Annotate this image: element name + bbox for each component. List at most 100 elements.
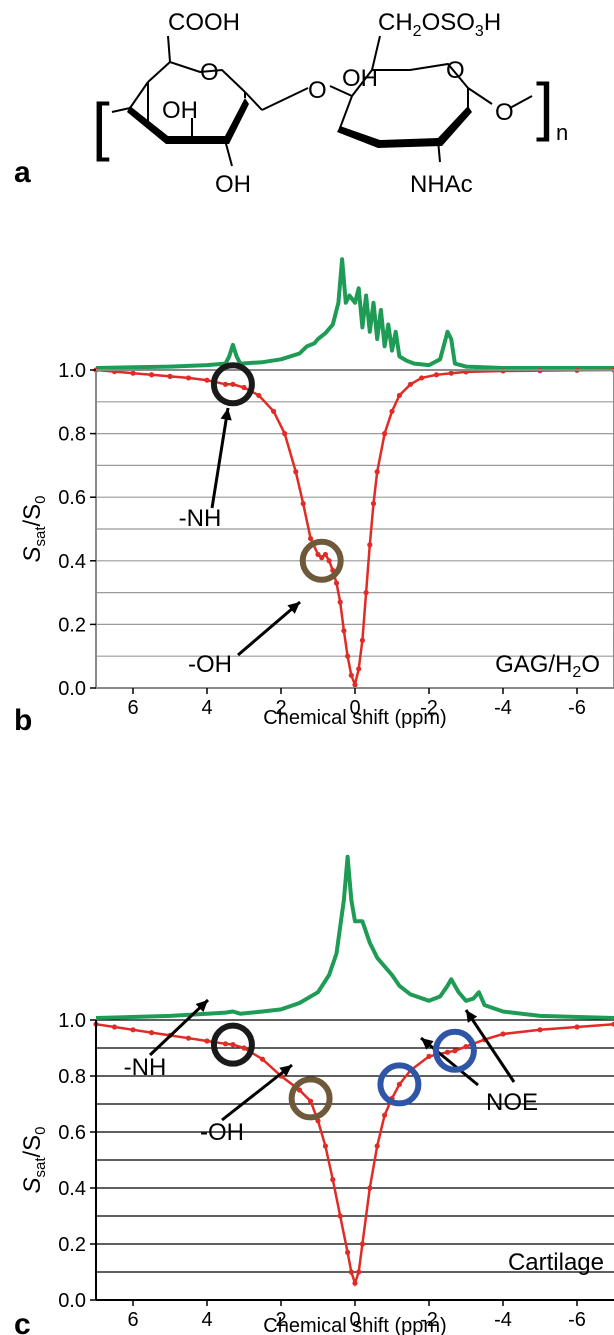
annotation-arrow <box>420 1036 479 1087</box>
y-tick-label: 0.0 <box>58 1290 86 1312</box>
x-tick-label: 2 <box>275 697 286 719</box>
annotation-arrowhead <box>466 1010 478 1023</box>
y-tick-label: 0.8 <box>58 424 86 446</box>
x-tick-label: 2 <box>275 1309 286 1331</box>
z-spectrum-point <box>396 392 402 399</box>
z-spectrum-point <box>337 599 343 605</box>
z-spectrum-point <box>241 1045 247 1051</box>
z-spectrum-point <box>363 590 369 596</box>
z-spectrum-point <box>348 672 354 678</box>
panel-label-b: b <box>14 704 32 737</box>
y-tick-label: 0.6 <box>58 1122 86 1144</box>
annotation-circle <box>210 1022 255 1067</box>
z-spectrum-point <box>574 1024 580 1030</box>
z-spectrum-point <box>433 372 439 378</box>
z-spectrum-point <box>330 1177 336 1183</box>
annotation-arrow <box>148 998 210 1057</box>
z-spectrum-point <box>356 1269 362 1275</box>
x-tick-label: 0 <box>349 697 360 719</box>
annotation-arrow <box>221 1063 293 1122</box>
z-spectrum-point <box>148 372 155 378</box>
annotation-circle <box>299 538 344 583</box>
chart-b-annotations: -NH -OH <box>179 362 344 678</box>
oh-ring-label: OH <box>162 97 198 124</box>
chart-c-annotations: -NH -OH NOE <box>124 998 538 1146</box>
y-tick-label: 0.2 <box>58 614 86 636</box>
annotation-label: -NH <box>179 505 222 532</box>
annotation-arrowhead <box>220 408 232 421</box>
ring-o1-label: O <box>200 59 219 86</box>
z-spectrum-point <box>374 469 380 475</box>
z-spectrum-point <box>367 1185 373 1191</box>
y-tick-label: 0.0 <box>58 678 86 700</box>
bracket-left: [ <box>92 90 110 162</box>
chart-b-z-spectrum-points <box>93 367 614 688</box>
annotation-label: NOE <box>486 1089 538 1116</box>
z-spectrum-point <box>382 1112 388 1118</box>
z-spectrum-point <box>374 1143 380 1149</box>
z-spectrum-point <box>426 1053 432 1059</box>
z-spectrum-point <box>167 373 173 379</box>
link-o-label: O <box>308 77 327 104</box>
annotation-circle <box>377 1062 422 1107</box>
chart-c-ylabel: Ssat/S0 <box>19 1126 49 1193</box>
z-spectrum-point <box>444 1049 451 1055</box>
z-spectrum-point <box>407 381 414 387</box>
y-tick-label: 1.0 <box>58 1010 86 1032</box>
panel-label-a: a <box>14 156 31 189</box>
z-spectrum-point <box>315 551 321 558</box>
z-spectrum-point <box>322 1143 328 1149</box>
x-tick-label: 6 <box>127 697 138 719</box>
chart-b-xticks: 6 4 2 0 -2 -4 -6 <box>127 688 586 719</box>
x-tick-label: 4 <box>201 1309 212 1331</box>
z-spectrum-point <box>348 1269 354 1275</box>
end-o-label: O <box>495 99 514 126</box>
chart-b-yticks: 0.0 0.2 0.4 0.6 0.8 1.0 <box>58 360 96 700</box>
z-spectrum-point <box>448 370 454 376</box>
annotation-arrow <box>464 1009 516 1083</box>
z-spectrum-point <box>345 653 351 659</box>
y-tick-label: 0.2 <box>58 1234 86 1256</box>
z-spectrum-point <box>500 1031 506 1037</box>
z-spectrum-point <box>282 431 288 437</box>
z-spectrum-point <box>352 1280 358 1286</box>
z-spectrum-point <box>130 1027 136 1033</box>
x-tick-label: 0 <box>349 1309 360 1331</box>
chart-b-nmr-spectrum <box>95 257 614 370</box>
annotation-circle <box>432 1028 477 1073</box>
z-spectrum-point <box>222 1041 229 1047</box>
z-spectrum-point <box>230 1042 236 1048</box>
y-tick-label: 1.0 <box>58 360 86 382</box>
z-spectrum-point <box>326 558 332 564</box>
z-spectrum-point <box>352 682 358 688</box>
ch2oso3h-label: CH2OSO3H <box>378 9 501 40</box>
annotation-label: -OH <box>188 651 232 678</box>
z-spectrum-point <box>241 384 247 391</box>
z-spectrum-point <box>204 1038 210 1044</box>
z-spectrum-point <box>111 1024 118 1030</box>
repeat-n: n <box>556 120 568 145</box>
y-tick-label: 0.4 <box>58 551 86 573</box>
chart-b-ylabel: Ssat/S0 <box>19 495 49 562</box>
z-spectrum-point <box>296 1087 303 1093</box>
z-spectrum-point <box>333 580 340 586</box>
x-tick-label: -2 <box>420 697 438 719</box>
chart-c: 0.00.20.40.60.81.0 6 4 2 0 -2 -4 -6 -NH-OHNOE … <box>19 854 614 1335</box>
chart-c-xticks: 6 4 2 0 -2 -4 -6 <box>127 1300 586 1331</box>
z-spectrum-point <box>356 666 362 672</box>
z-spectrum-point <box>396 1081 402 1087</box>
z-spectrum-point <box>308 535 314 542</box>
annotation-arrowhead <box>421 1038 434 1050</box>
z-spectrum-point <box>419 375 425 381</box>
z-spectrum-point <box>222 381 229 387</box>
chart-b-sample-label: GAG/H2O <box>495 651 600 681</box>
chart-b-xlabel: Chemical shift (ppm) <box>263 707 446 729</box>
chart-c-yticks: 0.0 0.2 0.4 0.6 0.8 1.0 <box>58 1010 96 1312</box>
bracket-right: ] <box>536 70 554 142</box>
z-spectrum-point <box>370 500 377 507</box>
chart-c-nmr-spectrum <box>95 854 614 1020</box>
z-spectrum-point <box>293 469 299 475</box>
z-spectrum-point <box>337 1213 343 1219</box>
z-spectrum-point <box>256 392 262 399</box>
